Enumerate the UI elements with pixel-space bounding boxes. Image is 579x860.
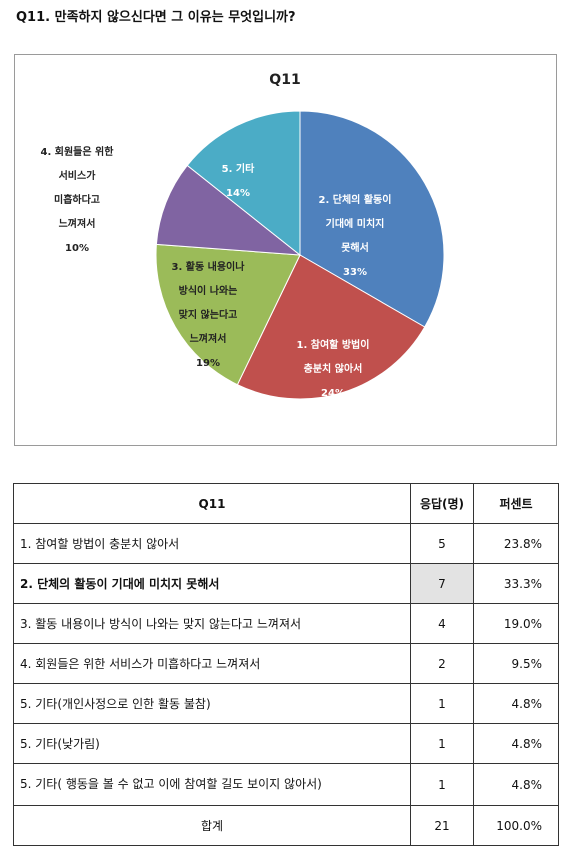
results-table: Q11 응답(명) 퍼센트 1. 참여할 방법이 충분치 않아서 5 23.8%… — [13, 483, 559, 846]
row-percent: 9.5% — [473, 643, 559, 684]
header-percent: 퍼센트 — [473, 483, 559, 524]
table-header-row: Q11 응답(명) 퍼센트 — [13, 483, 559, 524]
row-label: 4. 회원들은 위한 서비스가 미흡하다고 느껴져서 — [13, 643, 411, 684]
table-total-row: 합계 21 100.0% — [13, 805, 559, 846]
row-percent: 4.8% — [473, 683, 559, 724]
table-row-highlighted: 2. 단체의 활동이 기대에 미치지 못해서 7 33.3% — [13, 563, 559, 604]
chart-title: Q11 — [269, 72, 300, 88]
row-label: 3. 활동 내용이나 방식이 나와는 맞지 않는다고 느껴져서 — [13, 603, 411, 644]
table-row: 1. 참여할 방법이 충분치 않아서 5 23.8% — [13, 523, 559, 564]
pie-slice-1 — [299, 110, 445, 328]
total-percent: 100.0% — [473, 805, 559, 846]
row-count: 1 — [410, 763, 474, 806]
row-count: 4 — [410, 603, 474, 644]
row-count: 7 — [410, 563, 474, 604]
table-row: 4. 회원들은 위한 서비스가 미흡하다고 느껴져서 2 9.5% — [13, 643, 559, 684]
pie-slice-5 — [186, 110, 301, 257]
pie-slices — [155, 110, 445, 400]
row-percent: 4.8% — [473, 723, 559, 764]
slice-label-3: 3. 활동 내용이나 방식이 나와는 맞지 않는다고 느껴져서 19% — [172, 260, 246, 369]
row-count: 1 — [410, 723, 474, 764]
slice-label-4: 4. 회원들은 위한 서비스가 미흡하다고 느껴져서 10% — [41, 145, 115, 254]
header-count: 응답(명) — [410, 483, 474, 524]
table-row: 3. 활동 내용이나 방식이 나와는 맞지 않는다고 느껴져서 4 19.0% — [13, 603, 559, 644]
total-count: 21 — [410, 805, 474, 846]
pie-slice-labels: 2. 단체의 활동이 기대에 미치지 못해서 33% 1. 참여할 방법이 충분치 않아서… — [41, 145, 392, 399]
pie-slice-2 — [236, 254, 426, 400]
row-percent: 23.8% — [473, 523, 559, 564]
slice-label-1: 2. 단체의 활동이 기대에 미치지 못해서 33% — [319, 193, 392, 278]
row-count: 5 — [410, 523, 474, 564]
slice-label-2: 1. 참여할 방법이 충분치 않아서 24% — [297, 338, 370, 399]
pie-slice-3 — [155, 243, 301, 386]
table-row: 5. 기타(개인사정으로 인한 활동 불참) 1 4.8% — [13, 683, 559, 724]
row-label: 5. 기타(낮가림) — [13, 723, 411, 764]
table-row: 5. 기타( 행동을 볼 수 없고 이에 참여할 길도 보이지 않아서) 1 4… — [13, 763, 559, 806]
total-label: 합계 — [13, 805, 411, 846]
row-label: 5. 기타( 행동을 볼 수 없고 이에 참여할 길도 보이지 않아서) — [13, 763, 411, 806]
header-question: Q11 — [13, 483, 411, 524]
row-percent: 19.0% — [473, 603, 559, 644]
pie-slice-4 — [155, 164, 302, 256]
row-label: 1. 참여할 방법이 충분치 않아서 — [13, 523, 411, 564]
slice-label-5: 5. 기타 14% — [222, 162, 255, 199]
pie-chart: Q11 2. 단체의 활동이 기대에 미치지 못해서 33% 1. 참여할 방법이 충분치… — [41, 72, 445, 400]
row-count: 2 — [410, 643, 474, 684]
row-label: 2. 단체의 활동이 기대에 미치지 못해서 — [13, 563, 411, 604]
table-row: 5. 기타(낮가림) 1 4.8% — [13, 723, 559, 764]
row-percent: 33.3% — [473, 563, 559, 604]
question-title: Q11. 만족하지 않으신다면 그 이유는 무엇입니까? — [16, 10, 296, 25]
pie-chart-panel: Q11 2. 단체의 활동이 기대에 미치지 못해서 33% 1. 참여할 방법이 충분치… — [14, 54, 557, 446]
row-percent: 4.8% — [473, 763, 559, 806]
row-label: 5. 기타(개인사정으로 인한 활동 불참) — [13, 683, 411, 724]
row-count: 1 — [410, 683, 474, 724]
